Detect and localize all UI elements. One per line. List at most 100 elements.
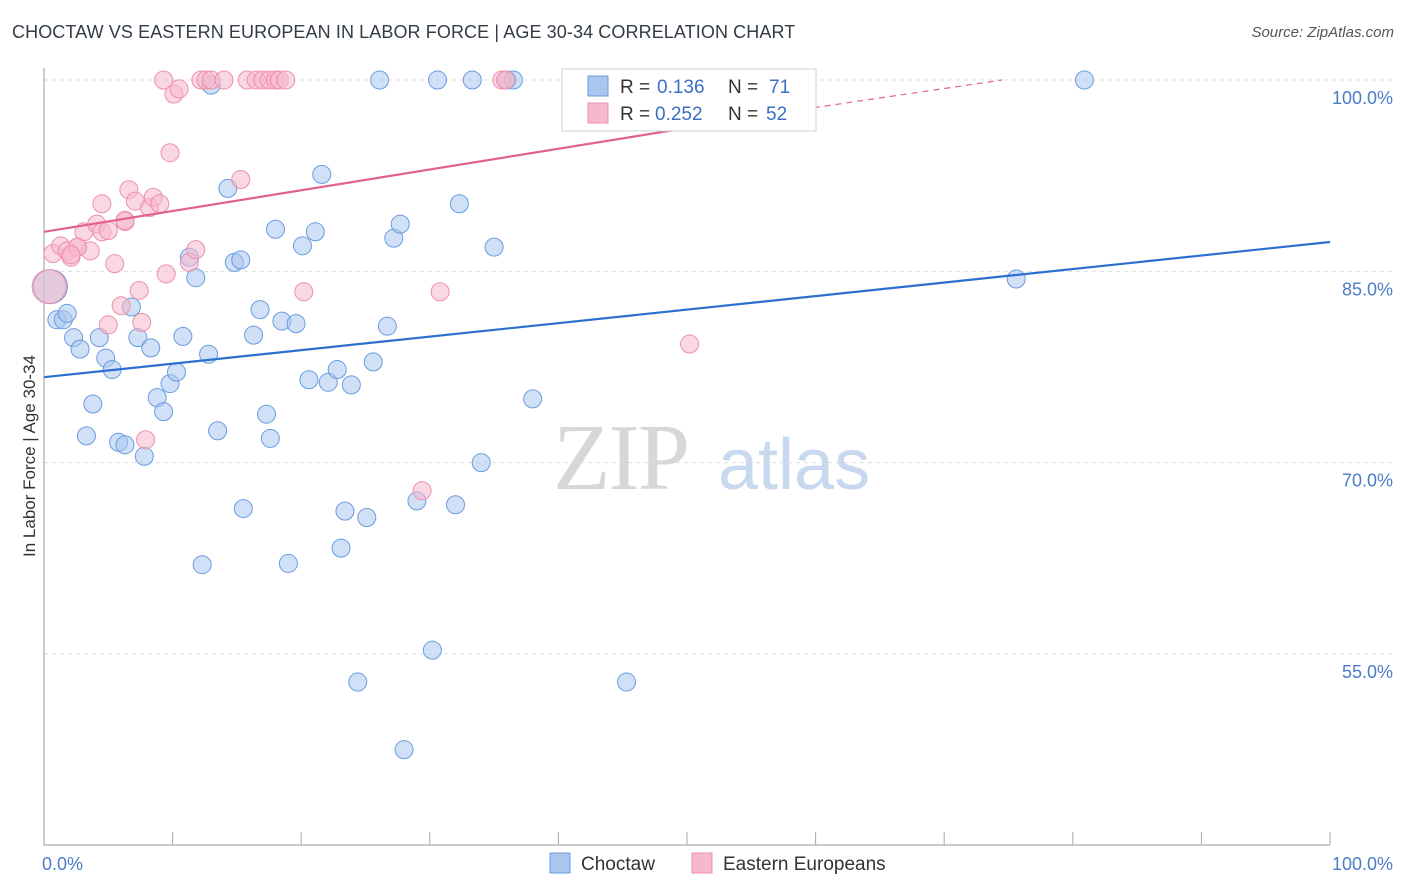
choctaw-point	[134, 446, 154, 466]
eastern-point	[154, 70, 174, 90]
choctaw-point	[76, 426, 96, 446]
choctaw-point	[115, 435, 135, 455]
eastern-trend-extension	[802, 79, 1003, 110]
legend-n-label-choctaw: N =	[728, 77, 758, 98]
eastern-point	[430, 282, 450, 302]
choctaw-point	[357, 508, 377, 528]
eastern-point	[294, 282, 314, 302]
watermark-atlas: atlas	[718, 425, 870, 505]
choctaw-point	[305, 222, 325, 242]
choctaw-point	[348, 672, 368, 692]
eastern-point	[150, 194, 170, 214]
choctaw-point	[363, 352, 383, 372]
y-tick-label: 70.0%	[1342, 471, 1393, 491]
eastern-point	[105, 254, 125, 274]
choctaw-point	[390, 214, 410, 234]
choctaw-point	[260, 428, 280, 448]
legend-r-label-eastern: R =	[620, 104, 650, 125]
chart-source: Source: ZipAtlas.com	[1251, 24, 1394, 41]
choctaw-point	[1006, 269, 1026, 289]
eastern-point	[129, 280, 149, 300]
choctaw-point	[265, 219, 285, 239]
legend-swatch-choctaw	[587, 75, 609, 97]
choctaw-point	[83, 394, 103, 414]
choctaw-point	[192, 555, 212, 575]
choctaw-point	[327, 360, 347, 380]
watermark-zip: ZIP	[553, 406, 688, 510]
y-tick-label: 55.0%	[1342, 662, 1393, 682]
choctaw-point	[370, 70, 390, 90]
choctaw-point	[233, 499, 253, 519]
eastern-point	[231, 169, 251, 189]
x-tick-label-min: 0.0%	[42, 854, 83, 874]
legend-r-label-choctaw: R =	[620, 77, 650, 98]
choctaw-point	[335, 501, 355, 521]
points-layer	[31, 70, 1094, 760]
chart-title: CHOCTAW VS EASTERN EUROPEAN IN LABOR FOR…	[12, 22, 796, 42]
choctaw-point	[331, 538, 351, 558]
legend-r-value-choctaw: 0.136	[657, 77, 705, 98]
choctaw-point	[523, 389, 543, 409]
eastern-point	[186, 240, 206, 260]
choctaw-point	[446, 495, 466, 515]
choctaw-point	[286, 314, 306, 334]
choctaw-point	[278, 553, 298, 573]
choctaw-point	[256, 404, 276, 424]
eastern-point	[412, 481, 432, 501]
choctaw-point	[341, 375, 361, 395]
y-tick-labels: 55.0% 70.0% 85.0% 100.0%	[1332, 88, 1393, 682]
eastern-point	[214, 70, 234, 90]
choctaw-trend-line	[43, 240, 1331, 379]
choctaw-point	[471, 453, 491, 473]
choctaw-point	[312, 164, 332, 184]
choctaw-point	[377, 316, 397, 336]
choctaw-point	[231, 250, 251, 270]
bottom-legend-swatch-choctaw	[549, 852, 571, 874]
y-axis-label: In Labor Force | Age 30-34	[20, 355, 39, 557]
choctaw-point	[244, 325, 264, 345]
choctaw-point	[141, 338, 161, 358]
choctaw-point	[154, 402, 174, 422]
choctaw-point	[57, 303, 77, 323]
legend-n-value-eastern: 52	[766, 104, 787, 125]
bottom-legend-swatch-eastern	[691, 852, 713, 874]
choctaw-point	[449, 194, 469, 214]
legend-n-label-eastern: N =	[728, 104, 758, 125]
eastern-point	[169, 79, 189, 99]
legend-swatch-eastern	[587, 102, 609, 124]
eastern-point	[98, 315, 118, 335]
choctaw-point	[394, 740, 414, 760]
choctaw-point	[173, 326, 193, 346]
legend: R = 0.136 N = 71 R = 0.252 N = 52	[561, 68, 817, 132]
legend-n-value-choctaw: 71	[769, 77, 790, 98]
x-tick-label-max: 100.0%	[1332, 854, 1393, 874]
eastern-point	[160, 143, 180, 163]
eastern-point	[31, 269, 67, 305]
eastern-point	[98, 221, 118, 241]
choctaw-point	[484, 237, 504, 257]
choctaw-point	[422, 640, 442, 660]
x-minor-ticks	[172, 832, 1331, 845]
y-tick-label: 85.0%	[1342, 279, 1393, 299]
choctaw-point	[428, 70, 448, 90]
choctaw-point	[617, 672, 637, 692]
eastern-point	[111, 296, 131, 316]
eastern-point	[680, 334, 700, 354]
eastern-point	[496, 70, 516, 90]
choctaw-point	[462, 70, 482, 90]
y-tick-label: 100.0%	[1332, 88, 1393, 108]
grid-layer	[44, 79, 1393, 655]
eastern-point	[156, 264, 176, 284]
eastern-point	[92, 194, 112, 214]
choctaw-point	[1074, 70, 1094, 90]
eastern-point	[136, 430, 156, 450]
choctaw-point	[208, 421, 228, 441]
bottom-legend-label-choctaw: Choctaw	[581, 854, 655, 875]
choctaw-point	[166, 362, 186, 382]
legend-r-value-eastern: 0.252	[655, 104, 703, 125]
eastern-point	[276, 70, 296, 90]
bottom-legend: Choctaw Eastern Europeans	[549, 852, 886, 875]
choctaw-point	[250, 300, 270, 320]
choctaw-point	[299, 370, 319, 390]
